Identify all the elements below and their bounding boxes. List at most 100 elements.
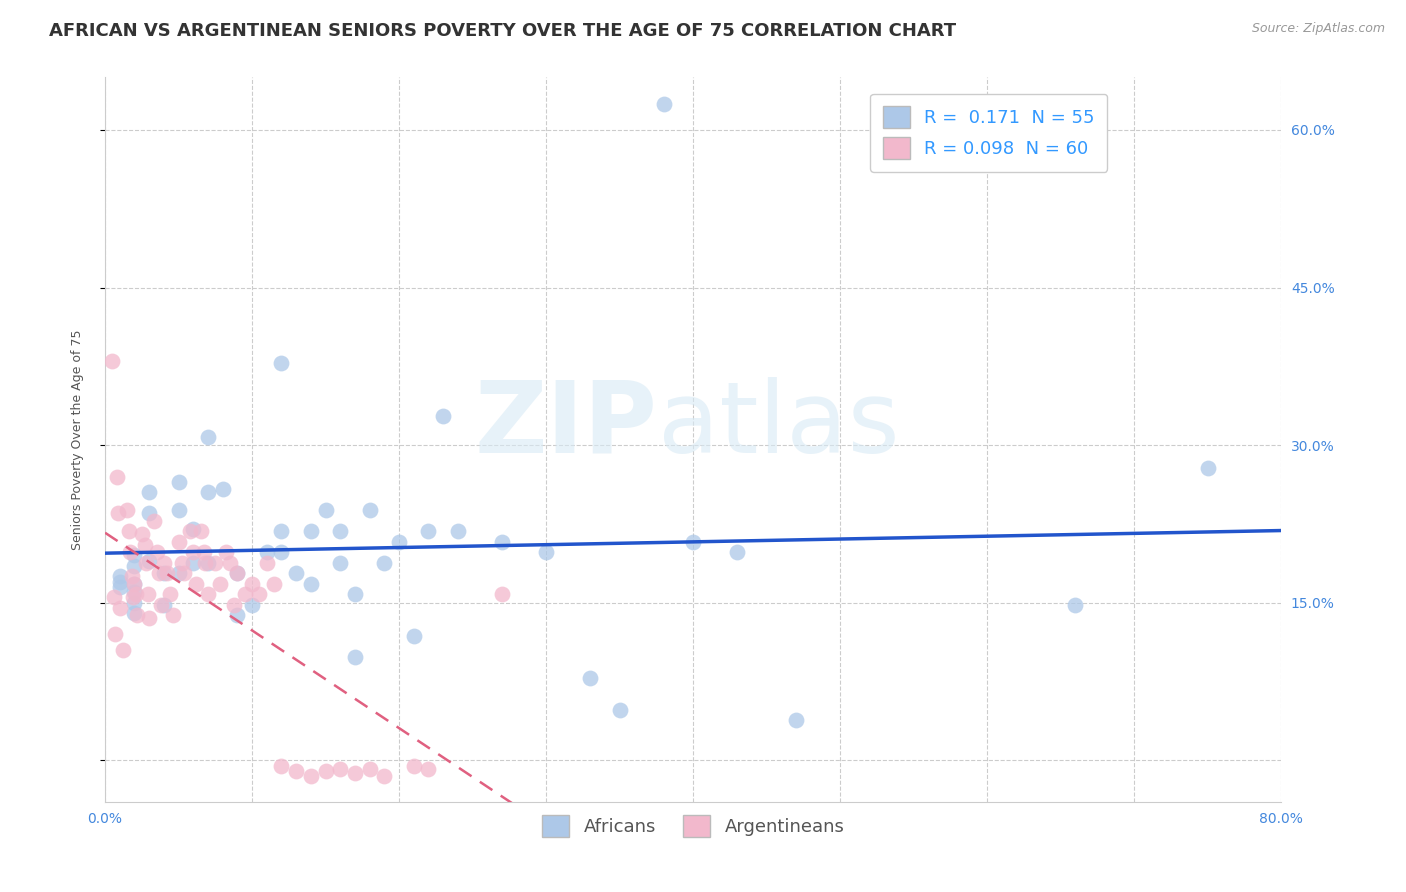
Point	[270, 758, 292, 772]
Point	[156, 566, 179, 581]
Point	[233, 587, 256, 601]
Point	[149, 598, 172, 612]
Point	[491, 587, 513, 601]
Point	[124, 596, 146, 610]
Point	[682, 534, 704, 549]
Point	[1064, 598, 1087, 612]
Point	[285, 566, 308, 581]
Point	[256, 545, 278, 559]
Point	[402, 629, 425, 643]
Point	[103, 591, 125, 605]
Point	[226, 608, 249, 623]
Point	[208, 576, 231, 591]
Point	[270, 524, 292, 539]
Point	[181, 522, 204, 536]
Point	[329, 556, 352, 570]
Point	[159, 587, 181, 601]
Point	[124, 576, 146, 591]
Point	[219, 556, 242, 570]
Point	[181, 545, 204, 559]
Point	[197, 556, 219, 570]
Point	[131, 527, 153, 541]
Point	[652, 96, 675, 111]
Text: AFRICAN VS ARGENTINEAN SENIORS POVERTY OVER THE AGE OF 75 CORRELATION CHART: AFRICAN VS ARGENTINEAN SENIORS POVERTY O…	[49, 22, 956, 40]
Point	[359, 762, 381, 776]
Point	[432, 409, 454, 423]
Point	[124, 606, 146, 620]
Point	[299, 576, 322, 591]
Point	[190, 524, 212, 539]
Point	[373, 769, 395, 783]
Point	[256, 556, 278, 570]
Point	[124, 576, 146, 591]
Point	[111, 643, 134, 657]
Point	[153, 556, 176, 570]
Point	[138, 507, 160, 521]
Point	[315, 764, 337, 778]
Point	[124, 585, 146, 599]
Text: atlas: atlas	[658, 376, 900, 474]
Point	[226, 566, 249, 581]
Point	[167, 566, 190, 581]
Point	[1197, 461, 1219, 475]
Text: Source: ZipAtlas.com: Source: ZipAtlas.com	[1251, 22, 1385, 36]
Point	[194, 556, 217, 570]
Point	[315, 503, 337, 517]
Point	[240, 576, 263, 591]
Point	[534, 545, 557, 559]
Point	[138, 611, 160, 625]
Y-axis label: Seniors Poverty Over the Age of 75: Seniors Poverty Over the Age of 75	[72, 330, 84, 550]
Point	[418, 762, 440, 776]
Point	[785, 714, 807, 728]
Point	[249, 587, 271, 601]
Text: ZIP: ZIP	[475, 376, 658, 474]
Point	[263, 576, 285, 591]
Point	[214, 545, 236, 559]
Point	[329, 762, 352, 776]
Point	[135, 556, 157, 570]
Point	[167, 475, 190, 489]
Point	[725, 545, 748, 559]
Point	[108, 580, 131, 594]
Point	[343, 587, 366, 601]
Point	[124, 558, 146, 573]
Point	[240, 598, 263, 612]
Point	[270, 545, 292, 559]
Point	[373, 556, 395, 570]
Point	[121, 569, 143, 583]
Point	[101, 354, 124, 368]
Point	[108, 569, 131, 583]
Point	[108, 574, 131, 589]
Point	[447, 524, 470, 539]
Point	[197, 485, 219, 500]
Point	[167, 503, 190, 517]
Point	[343, 650, 366, 665]
Point	[104, 627, 127, 641]
Point	[491, 534, 513, 549]
Point	[329, 524, 352, 539]
Point	[170, 556, 193, 570]
Point	[115, 503, 138, 517]
Point	[138, 485, 160, 500]
Point	[125, 587, 148, 601]
Point	[145, 545, 167, 559]
Point	[120, 545, 142, 559]
Point	[117, 524, 139, 539]
Point	[359, 503, 381, 517]
Point	[127, 608, 149, 623]
Point	[186, 576, 208, 591]
Point	[108, 601, 131, 615]
Point	[142, 514, 165, 528]
Point	[402, 758, 425, 772]
Point	[153, 598, 176, 612]
Point	[122, 591, 145, 605]
Point	[343, 765, 366, 780]
Point	[107, 507, 129, 521]
Point	[148, 566, 170, 581]
Point	[418, 524, 440, 539]
Point	[197, 587, 219, 601]
Point	[211, 482, 233, 496]
Point	[285, 764, 308, 778]
Point	[609, 703, 631, 717]
Point	[173, 566, 195, 581]
